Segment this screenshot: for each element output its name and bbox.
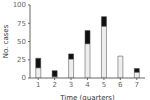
svg-text:4: 4 [85, 81, 90, 89]
svg-text:2: 2 [52, 81, 56, 89]
svg-text:5: 5 [102, 81, 106, 89]
svg-text:1: 1 [36, 81, 40, 89]
svg-text:100: 100 [13, 1, 26, 9]
svg-text:7: 7 [135, 81, 139, 89]
svg-text:0: 0 [22, 74, 26, 82]
svg-text:Time (quarters): Time (quarters) [59, 94, 115, 100]
svg-text:3: 3 [69, 81, 73, 89]
svg-text:No. cases: No. cases [8, 24, 10, 58]
svg-text:75: 75 [17, 20, 26, 28]
svg-text:50: 50 [17, 38, 26, 46]
svg-text:25: 25 [17, 56, 26, 64]
svg-text:6: 6 [118, 81, 123, 89]
